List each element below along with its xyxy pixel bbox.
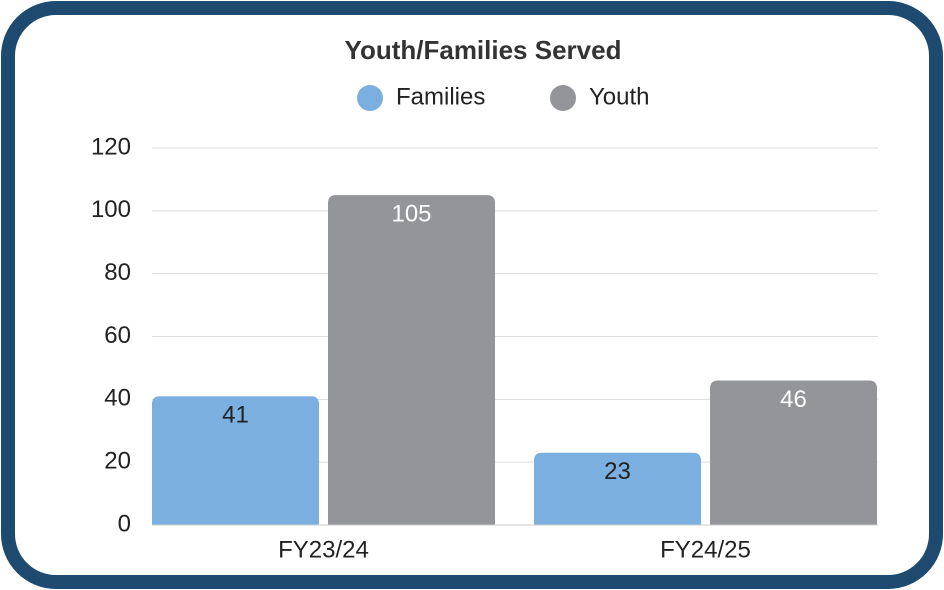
legend-swatch — [550, 85, 576, 111]
chart-title: Youth/Families Served — [345, 35, 622, 65]
data-label: 23 — [604, 458, 631, 485]
legend-label: Youth — [589, 83, 650, 110]
legend-swatch — [357, 85, 383, 111]
legend-label: Families — [396, 83, 485, 110]
y-tick-label: 40 — [104, 385, 131, 412]
data-label: 46 — [780, 386, 807, 413]
y-tick-label: 60 — [104, 322, 131, 349]
x-tick-label: FY23/24 — [278, 536, 369, 563]
y-tick-label: 120 — [91, 133, 131, 160]
data-label: 105 — [391, 200, 431, 227]
y-tick-label: 20 — [104, 448, 131, 475]
bar — [534, 452, 701, 525]
y-tick-label: 80 — [104, 259, 131, 286]
y-tick-label: 0 — [118, 510, 131, 537]
bar — [710, 380, 877, 525]
data-label: 41 — [222, 402, 249, 429]
bar — [152, 396, 319, 525]
x-tick-label: FY24/25 — [660, 536, 751, 563]
y-tick-label: 100 — [91, 196, 131, 223]
bar — [328, 195, 495, 525]
